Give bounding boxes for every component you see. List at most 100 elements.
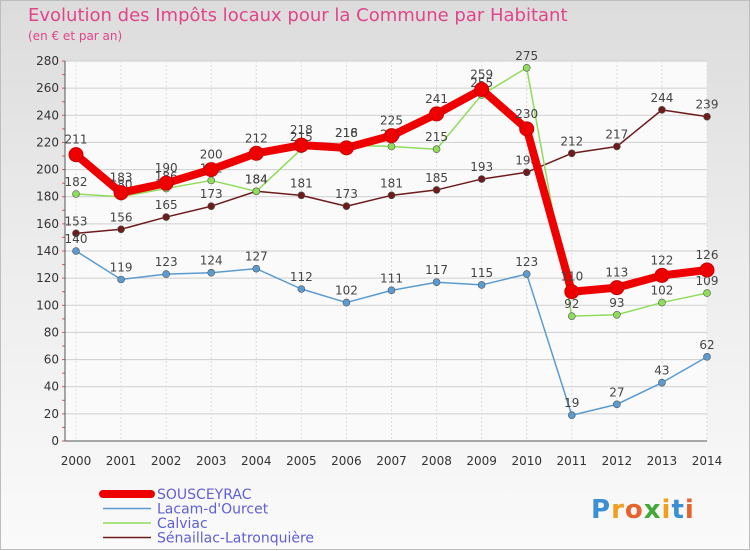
data-point-3 [117,225,125,234]
data-label-1: 27 [609,385,624,399]
data-label-3: 239 [696,98,719,112]
data-label-1: 117 [425,263,448,277]
data-point-1 [477,281,486,289]
logo-letter: P [591,495,612,525]
y-tick-label: 240 [36,108,59,122]
data-point-2 [387,142,396,151]
data-label-2: 215 [425,130,448,144]
data-label-1: 123 [515,255,538,269]
data-point-2 [567,312,576,320]
x-tick-label: 2000 [61,454,92,468]
data-point-0 [248,145,264,161]
data-label-0: 122 [650,253,673,267]
data-point-0 [384,128,399,144]
data-point-0 [113,185,129,201]
x-tick-label: 2008 [421,454,452,468]
data-label-3: 185 [425,171,448,185]
data-label-3: 184 [245,172,268,186]
data-label-3: 217 [605,128,628,142]
data-point-0 [699,262,715,278]
data-label-2: 93 [609,296,624,310]
data-point-2 [522,63,531,72]
data-label-0: 183 [110,171,133,185]
data-point-1 [342,298,351,307]
data-label-1: 119 [110,261,133,275]
data-label-0: 241 [425,92,448,106]
data-point-3 [432,186,441,194]
y-tick-label: 60 [44,353,59,367]
data-label-0: 216 [335,126,358,140]
data-label-3: 193 [470,160,493,174]
data-point-0 [654,267,670,283]
x-tick-label: 2006 [331,454,362,468]
data-label-3: 173 [200,187,223,201]
y-tick-label: 180 [36,190,59,204]
data-point-0 [564,284,580,300]
data-point-3 [207,202,216,211]
x-tick-label: 2013 [647,454,678,468]
data-label-2: 92 [564,297,579,311]
y-tick-label: 200 [36,163,59,177]
data-label-0: 218 [290,123,313,137]
data-point-0 [158,175,174,191]
y-tick-label: 220 [36,135,59,149]
data-point-0 [338,140,354,156]
logo-letter: r [611,495,625,525]
data-label-1: 115 [470,266,493,280]
legend-label-0: SOUSCEYRAC [157,487,252,503]
data-point-3 [162,213,170,221]
data-label-3: 212 [560,134,583,148]
y-tick-label: 80 [44,325,59,339]
data-point-0 [68,147,84,163]
data-point-3 [342,202,351,211]
data-label-0: 230 [515,107,538,121]
data-label-1: 127 [245,250,268,264]
data-point-0 [474,82,490,97]
x-tick-label: 2004 [241,454,272,468]
data-label-2: 102 [650,284,673,298]
data-point-1 [658,378,666,387]
data-label-1: 140 [65,232,88,246]
data-point-3 [72,229,80,238]
data-label-0: 225 [380,114,403,128]
data-point-3 [567,149,576,158]
data-point-3 [658,106,666,114]
data-label-2: 275 [515,49,538,63]
legend-label-2: Calviac [157,516,208,532]
data-label-3: 244 [650,91,673,105]
x-tick-label: 2014 [692,454,723,468]
chart-subtitle: (en € et par an) [28,29,123,43]
x-tick-label: 2001 [106,454,137,468]
data-label-1: 62 [699,338,714,352]
data-point-1 [432,278,441,287]
data-label-1: 124 [200,254,223,268]
y-tick-label: 260 [36,81,59,95]
x-tick-label: 2012 [602,454,633,468]
legend-label-3: Sénaillac-Latronquière [157,531,314,547]
y-tick-label: 160 [36,217,59,231]
data-point-2 [432,145,441,154]
y-tick-label: 120 [36,271,59,285]
data-point-3 [613,142,621,151]
y-tick-label: 0 [51,434,59,448]
data-point-3 [387,191,396,200]
x-tick-label: 2011 [557,454,588,468]
y-tick-label: 140 [36,244,59,258]
logo-letter: x [643,495,662,525]
data-label-3: 181 [380,176,403,190]
data-label-0: 190 [155,161,178,175]
data-label-1: 111 [380,271,403,285]
data-label-3: 181 [290,176,313,190]
data-label-1: 43 [654,364,669,378]
legend-label-1: Lacam-d'Ourcet [157,502,269,518]
y-tick-label: 100 [36,298,59,312]
data-label-0: 212 [245,131,268,145]
data-point-0 [609,280,625,296]
data-label-2: 182 [65,175,88,189]
data-label-1: 123 [155,255,178,269]
data-label-3: 165 [155,198,178,212]
data-point-3 [522,168,531,177]
x-tick-label: 2005 [286,454,317,468]
x-tick-label: 2009 [466,454,497,468]
